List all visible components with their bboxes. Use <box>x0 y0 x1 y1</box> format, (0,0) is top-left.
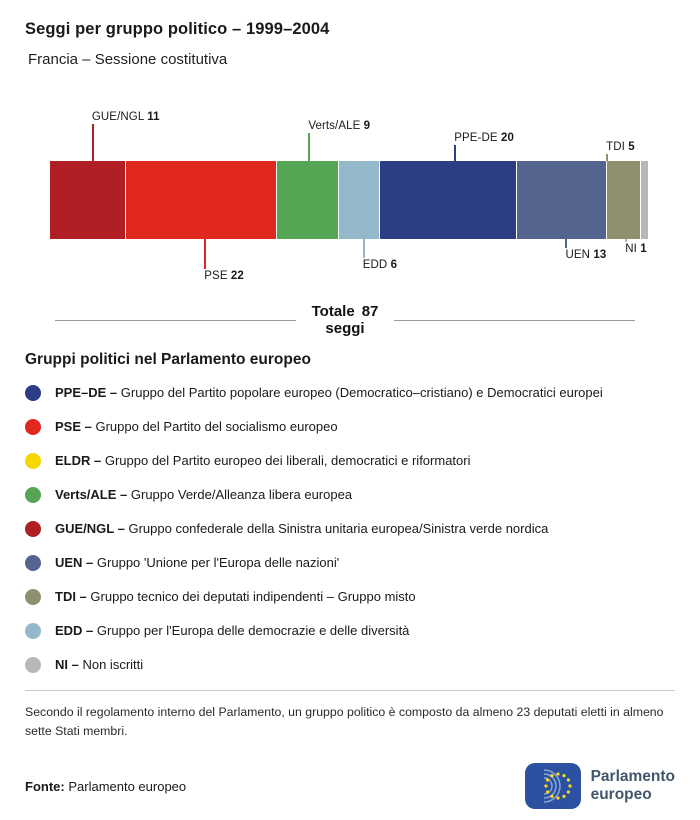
total-rule-left <box>55 319 296 321</box>
legend-desc: Gruppo tecnico dei deputati indipendenti… <box>90 588 416 604</box>
legend-color-dot <box>25 384 41 401</box>
legend: Gruppi politici nel Parlamento europeo P… <box>25 351 675 673</box>
total-unit: seggi <box>325 320 365 337</box>
legend-title: Gruppi politici nel Parlamento europeo <box>25 351 311 368</box>
legend-abbr: GUE/NGL – <box>55 520 125 536</box>
legend-abbr: Verts/ALE – <box>55 486 128 502</box>
legend-abbr: PSE – <box>55 418 92 434</box>
ep-logo-wordmark: Parlamento europeo <box>590 768 675 804</box>
callout-tick <box>606 154 609 161</box>
legend-desc: Gruppo 'Unione per l'Europa delle nazion… <box>96 554 340 570</box>
bar-label-ni: NI 1 <box>625 239 647 256</box>
legend-item-edd: EDD – Gruppo per l'Europa delle democraz… <box>25 622 675 639</box>
legend-desc: Gruppo del Partito europeo dei liberali,… <box>104 452 471 468</box>
legend-color-dot <box>25 520 41 537</box>
legend-color-dot <box>25 452 41 469</box>
segment-name: EDD <box>362 259 388 271</box>
legend-abbr: ELDR – <box>55 452 102 468</box>
legend-abbr: PPE–DE – <box>55 384 118 400</box>
segment-value: 6 <box>390 259 398 271</box>
source-label: Fonte: <box>25 778 65 794</box>
segment-name: GUE/NGL <box>91 111 144 123</box>
bar-segment-gue-ngl <box>50 161 126 239</box>
legend-color-dot <box>25 418 41 435</box>
bar-segment-uen <box>517 161 607 239</box>
page-title: Seggi per gruppo politico – 1999–2004 <box>25 20 330 38</box>
callout-tick <box>204 239 207 269</box>
callout-tick <box>565 239 568 248</box>
segment-name: Verts/ALE <box>308 120 361 132</box>
bar-label-tdi: TDI 5 <box>606 140 635 161</box>
stacked-bar <box>50 161 648 239</box>
segment-name: PSE <box>204 270 228 282</box>
bar-segment-verts-ale <box>276 161 339 239</box>
bar-label-verts-ale: Verts/ALE 9 <box>308 119 370 161</box>
segment-value: 5 <box>628 141 635 153</box>
callout-tick <box>625 239 628 242</box>
ep-logo: Parlamento europeo <box>524 763 675 810</box>
legend-abbr: TDI – <box>55 588 87 604</box>
bar-segment-ni <box>641 161 648 239</box>
callout-tick <box>308 133 311 161</box>
segment-name: NI <box>625 243 637 255</box>
legend-desc: Gruppo del Partito del socialismo europe… <box>95 418 338 434</box>
total-row: Totale 87 seggi <box>55 303 635 337</box>
bar-label-gue-ngl: GUE/NGL 11 <box>91 110 160 161</box>
segment-value: 13 <box>593 249 607 261</box>
total-label: Totale <box>311 303 355 320</box>
legend-item-uen: UEN – Gruppo 'Unione per l'Europa delle … <box>25 554 675 571</box>
total-rule-right <box>394 319 635 321</box>
legend-abbr: NI – <box>55 656 79 672</box>
legend-desc: Gruppo per l'Europa delle democrazie e d… <box>96 622 410 638</box>
legend-desc: Gruppo del Partito popolare europeo (Dem… <box>120 384 603 400</box>
legend-color-dot <box>25 622 41 639</box>
callout-tick <box>454 145 457 161</box>
legend-color-dot <box>25 486 41 503</box>
bar-label-pse: PSE 22 <box>204 239 244 283</box>
seats-stacked-bar-chart: GUE/NGL 11 Verts/ALE 9 PPE-DE 20 TDI 5 <box>50 108 648 291</box>
segment-name: TDI <box>606 141 625 153</box>
legend-item-verts-ale: Verts/ALE – Gruppo Verde/Alleanza libera… <box>25 486 675 503</box>
bar-segment-ppe-de <box>379 161 518 239</box>
legend-item-ppe-de: PPE–DE – Gruppo del Partito popolare eur… <box>25 384 675 401</box>
footer-divider <box>25 690 675 691</box>
segment-value: 20 <box>500 132 514 144</box>
bar-segment-pse <box>125 161 277 239</box>
legend-desc: Gruppo confederale della Sinistra unitar… <box>128 520 549 536</box>
ep-logo-icon <box>524 763 581 810</box>
page-subtitle: Francia – Sessione costitutiva <box>28 51 228 68</box>
source-text: Parlamento europeo <box>68 778 187 794</box>
segment-name: PPE-DE <box>454 132 498 144</box>
footer: Fonte: Parlamento europeo <box>25 763 675 810</box>
legend-item-gue-ngl: GUE/NGL – Gruppo confederale della Sinis… <box>25 520 675 537</box>
segment-value: 11 <box>147 111 160 123</box>
bar-label-uen: UEN 13 <box>565 239 606 262</box>
bar-segment-tdi <box>606 161 642 239</box>
segment-name: UEN <box>565 249 591 261</box>
segment-value: 9 <box>363 120 371 132</box>
legend-desc: Non iscritti <box>82 656 144 672</box>
legend-item-ni: NI – Non iscritti <box>25 656 675 673</box>
callout-tick <box>91 124 94 161</box>
legend-color-dot <box>25 588 41 605</box>
legend-item-tdi: TDI – Gruppo tecnico dei deputati indipe… <box>25 588 675 605</box>
legend-abbr: UEN – <box>55 554 94 570</box>
legend-item-pse: PSE – Gruppo del Partito del socialismo … <box>25 418 675 435</box>
legend-item-eldr: ELDR – Gruppo del Partito europeo dei li… <box>25 452 675 469</box>
legend-abbr: EDD – <box>55 622 94 638</box>
footnote: Secondo il regolamento interno del Parla… <box>25 705 664 739</box>
legend-color-dot <box>25 656 41 673</box>
total-value: 87 <box>361 303 379 320</box>
bar-label-edd: EDD 6 <box>362 239 398 272</box>
callout-tick <box>362 239 365 258</box>
segment-value: 22 <box>230 270 244 282</box>
legend-desc: Gruppo Verde/Alleanza libera europea <box>130 486 353 502</box>
source: Fonte: Parlamento europeo <box>25 779 186 794</box>
total-seats: Totale 87 seggi <box>312 303 379 337</box>
segment-value: 1 <box>640 243 647 255</box>
bar-label-ppe-de: PPE-DE 20 <box>454 131 514 161</box>
legend-color-dot <box>25 554 41 571</box>
bar-segment-edd <box>338 161 380 239</box>
